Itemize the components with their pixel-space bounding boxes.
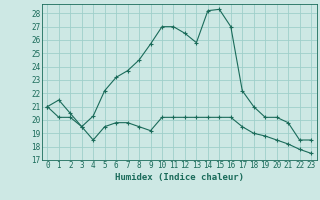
X-axis label: Humidex (Indice chaleur): Humidex (Indice chaleur) xyxy=(115,173,244,182)
